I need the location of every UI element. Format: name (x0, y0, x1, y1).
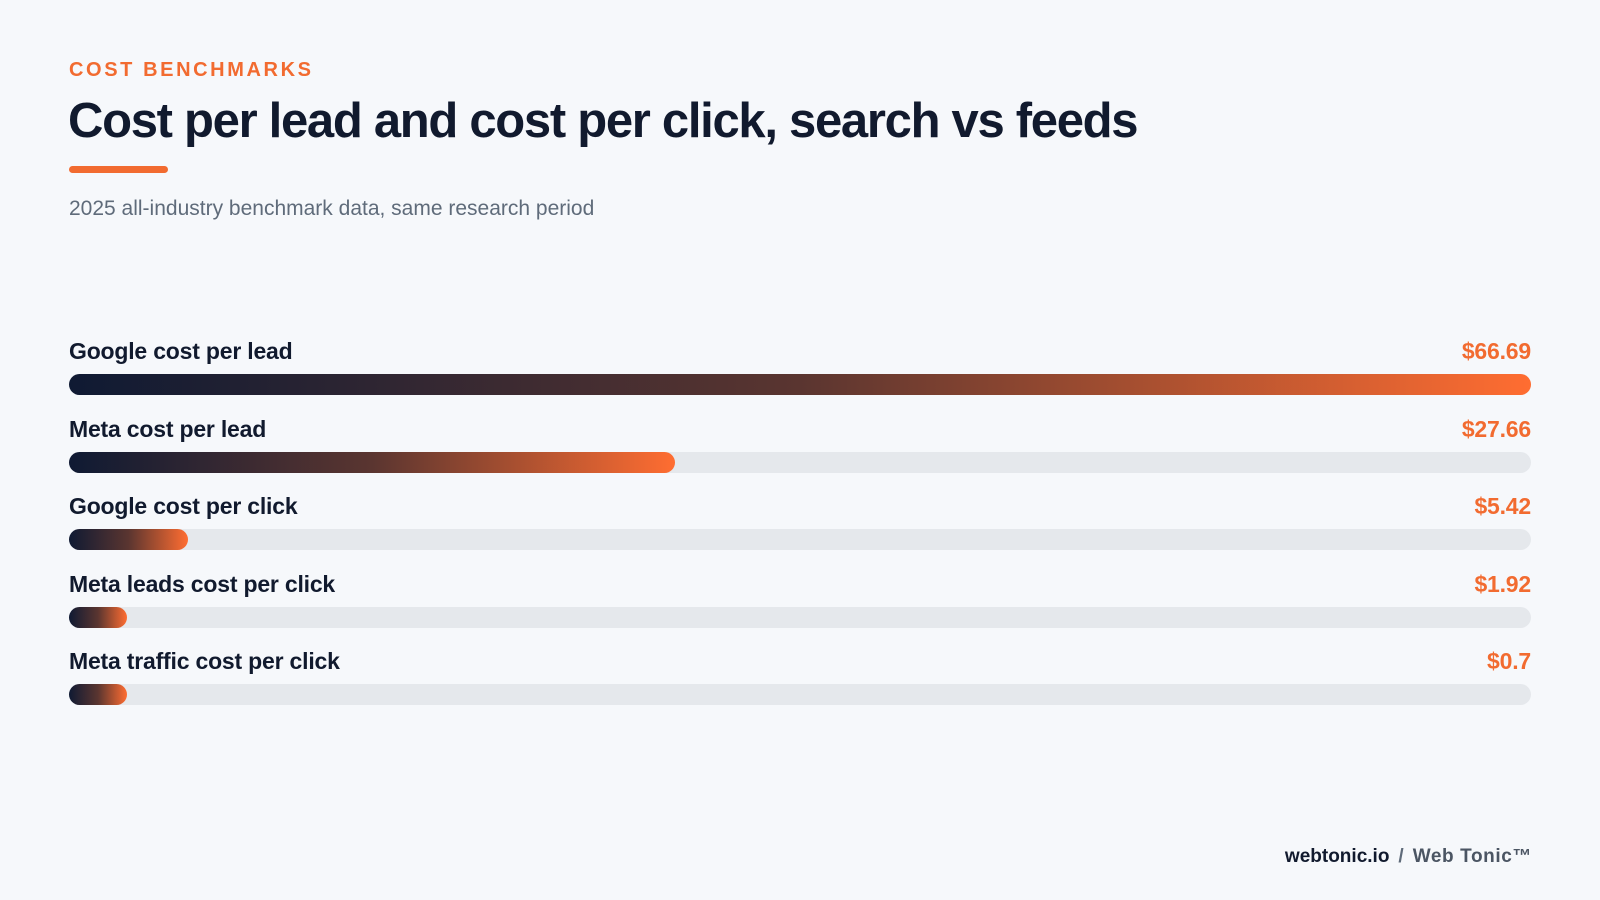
bar-track (69, 374, 1531, 395)
bar-value-label: $27.66 (1461, 415, 1531, 442)
bar-label: Google cost per click (69, 493, 298, 519)
footer-brand: Web Tonic™ (1412, 846, 1532, 867)
page-title: Cost per lead and cost per click, search… (68, 94, 1139, 148)
bar-label: Meta leads cost per click (69, 570, 336, 597)
page-subtitle: 2025 all-industry benchmark data, same r… (69, 197, 595, 220)
bar-track (69, 529, 1531, 550)
footer-domain: webtonic.io (1284, 846, 1390, 867)
bar-label: Meta traffic cost per click (69, 648, 340, 674)
bar-value-label: $1.92 (1474, 570, 1531, 597)
bar (69, 451, 676, 473)
bar-value-label: $0.7 (1487, 648, 1531, 674)
bar-row: Google cost per lead $66.69 (69, 336, 1531, 414)
bar-row: Meta leads cost per click $1.92 (69, 569, 1531, 647)
bar-track (69, 684, 1531, 705)
bar-track (69, 451, 1531, 473)
footer-credit: webtonic.io / Web Tonic™ (1285, 846, 1532, 868)
bar-value-label: $5.42 (1474, 493, 1531, 519)
bar (69, 374, 1531, 395)
footer-separator: / (1398, 846, 1404, 867)
bar-row: Google cost per click $5.42 (69, 491, 1531, 569)
bar-row: Meta cost per lead $27.66 (69, 414, 1531, 492)
bar (69, 606, 128, 628)
accent-rule (69, 166, 168, 173)
bar-track (69, 606, 1531, 628)
bar-value-label: $66.69 (1461, 338, 1531, 364)
eyebrow-label: COST BENCHMARKS (69, 59, 314, 81)
bar-label: Meta cost per lead (69, 415, 267, 442)
bar-chart: Google cost per lead $66.69 Meta cost per … (69, 336, 1531, 724)
bar-label: Google cost per lead (69, 338, 293, 364)
bar (69, 529, 188, 550)
bar (69, 684, 128, 705)
bar-row: Meta traffic cost per click $0.7 (69, 646, 1531, 724)
